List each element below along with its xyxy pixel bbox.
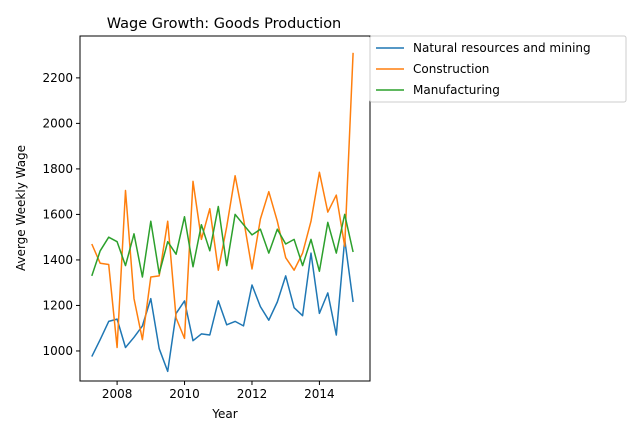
x-tick-label: 2010 xyxy=(169,387,200,401)
y-tick-label: 1800 xyxy=(42,162,73,176)
legend-label-2: Construction xyxy=(413,62,489,76)
legend-frame xyxy=(369,35,627,103)
series-line-3 xyxy=(91,205,354,278)
y-tick-label: 1400 xyxy=(42,253,73,267)
x-tick-label: 2008 xyxy=(102,387,133,401)
x-axis-title: Year xyxy=(211,407,237,421)
y-tick-label: 1600 xyxy=(42,207,73,221)
y-tick-label: 1000 xyxy=(42,344,73,358)
x-axis: 2008 2010 2012 2014 xyxy=(102,381,335,401)
x-tick-label: 2014 xyxy=(304,387,335,401)
legend: Natural resources and mining Construction… xyxy=(369,35,627,103)
y-tick-label: 1200 xyxy=(42,298,73,312)
plot-frame xyxy=(79,35,371,382)
y-tick-label: 2200 xyxy=(42,71,73,85)
series-line-2 xyxy=(91,52,354,349)
x-tick-label: 2012 xyxy=(237,387,268,401)
plot-lines xyxy=(91,52,354,373)
chart-title: Wage Growth: Goods Production xyxy=(107,16,342,32)
y-tick-label: 2000 xyxy=(42,116,73,130)
series-line-1 xyxy=(91,238,354,373)
legend-label-3: Manufacturing xyxy=(413,83,500,97)
y-axis: 1000 1200 1400 1600 1800 2000 2200 xyxy=(42,71,80,358)
y-axis-title: Averge Weekly Wage xyxy=(14,145,28,271)
legend-label-1: Natural resources and mining xyxy=(413,41,591,55)
